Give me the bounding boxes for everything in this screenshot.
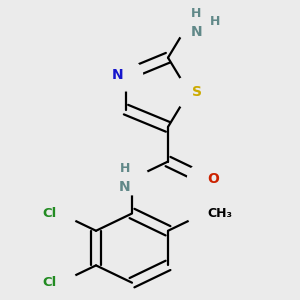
Text: Cl: Cl xyxy=(43,207,57,220)
Text: H: H xyxy=(120,161,130,175)
Text: N: N xyxy=(190,25,202,38)
Text: H: H xyxy=(210,15,220,28)
Circle shape xyxy=(110,59,142,91)
Circle shape xyxy=(188,198,220,229)
Circle shape xyxy=(44,267,76,298)
Text: CH₃: CH₃ xyxy=(207,207,232,220)
Text: O: O xyxy=(207,172,219,186)
Circle shape xyxy=(188,163,220,195)
Text: H: H xyxy=(190,7,201,20)
Circle shape xyxy=(116,163,148,195)
Circle shape xyxy=(172,7,206,39)
Text: Cl: Cl xyxy=(43,276,57,289)
Text: N: N xyxy=(119,180,130,194)
Text: S: S xyxy=(192,85,202,99)
Text: N: N xyxy=(111,68,123,82)
Circle shape xyxy=(44,198,76,229)
Circle shape xyxy=(172,76,206,108)
